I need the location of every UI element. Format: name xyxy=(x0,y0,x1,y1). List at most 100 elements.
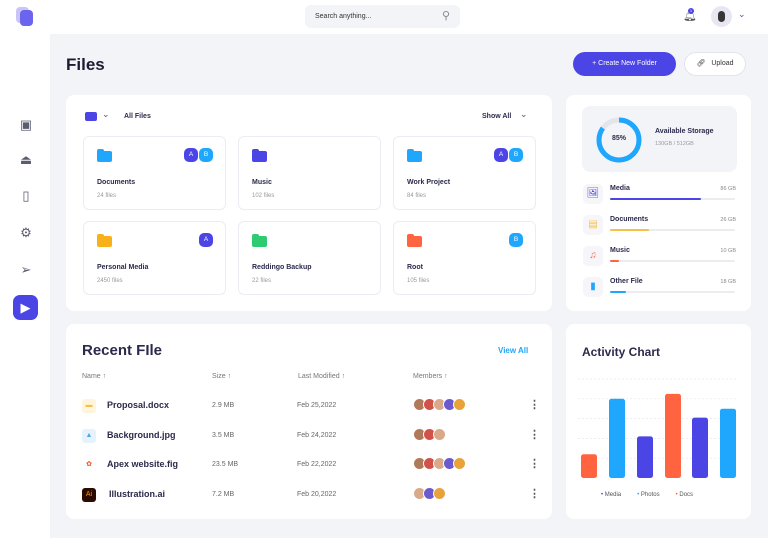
column-label: Members xyxy=(413,373,443,380)
avatar[interactable] xyxy=(711,6,732,27)
chart-bar xyxy=(637,436,653,478)
storage-bar xyxy=(610,229,735,231)
sidebar-item-send[interactable]: ➢ xyxy=(17,261,35,279)
recent-files-panel: Recent FIle View All Name ↑ Size ↑ Last Mo… xyxy=(66,324,552,519)
storage-label: Other File xyxy=(610,278,643,285)
storage-item[interactable]: ▤ Documents 26 GB xyxy=(583,215,736,237)
members-stack xyxy=(413,398,466,416)
chevron-down-icon[interactable]: ⌄ xyxy=(738,9,746,19)
storage-item[interactable]: ▮ Other File 18 GB xyxy=(583,277,736,299)
sidebar-item-files[interactable]: ▶ xyxy=(13,295,38,320)
sidebar-item-book[interactable]: ▯ xyxy=(17,187,35,205)
table-row[interactable]: ▲ Background.jpg 3.5 MB Feb 24,2022 ⋮ xyxy=(82,427,542,445)
storage-item[interactable]: 🖼︎ Media 86 GB xyxy=(583,184,736,206)
app-logo[interactable] xyxy=(16,7,34,27)
folder-icon: ▶ xyxy=(20,300,31,315)
column-header[interactable]: Last Modified ↑ xyxy=(298,373,345,380)
column-label: Name xyxy=(82,373,101,380)
storage-bar xyxy=(610,260,735,262)
column-header[interactable]: Size ↑ xyxy=(212,373,231,380)
upload-button[interactable]: 🔗︎ Upload xyxy=(684,52,746,76)
sidebar-item-settings[interactable]: ⚙ xyxy=(17,224,35,242)
filter-label[interactable]: All Files xyxy=(124,113,151,120)
storage-bar xyxy=(610,291,735,293)
members-stack xyxy=(413,457,466,475)
illustrator-icon: Ai xyxy=(82,487,96,502)
folder-card[interactable]: B Root 105 files xyxy=(393,221,536,295)
book-icon: ▯ xyxy=(22,188,30,203)
more-options-icon[interactable]: ⋮ xyxy=(529,487,540,500)
more-options-icon[interactable]: ⋮ xyxy=(529,399,540,411)
member-badge: B xyxy=(199,148,213,162)
sidebar-item-lamp[interactable]: ⏏ xyxy=(17,151,35,169)
folder-count: 24 files xyxy=(97,193,117,199)
chevron-down-icon[interactable]: ⌄ xyxy=(520,109,528,119)
folder-card[interactable]: A B Work Project 84 files xyxy=(393,136,536,210)
chart-bar xyxy=(581,454,597,478)
folder-icon xyxy=(97,234,112,247)
folder-card[interactable]: A B Documents 24 files xyxy=(83,136,226,210)
folder-name: Music xyxy=(252,179,272,186)
storage-percent: 85% xyxy=(611,135,626,142)
folder-count: 22 files xyxy=(252,278,272,284)
folder-card[interactable]: Reddingo Backup 22 files xyxy=(238,221,381,295)
doc-icon: ▬ xyxy=(82,399,96,413)
storage-item[interactable]: ♫ Music 10 GB xyxy=(583,246,736,268)
chevron-down-icon[interactable]: ⌄ xyxy=(102,109,110,119)
sidebar-item-dashboard[interactable]: ▣ xyxy=(17,116,35,134)
members-stack xyxy=(413,486,446,505)
member-avatar xyxy=(453,398,466,411)
view-all-link[interactable]: View All xyxy=(498,346,529,355)
file-name[interactable]: Apex website.fig xyxy=(107,459,179,469)
folder-icon xyxy=(97,149,112,162)
page-title: Files xyxy=(66,55,105,74)
grid-icon: ▣ xyxy=(19,117,33,132)
search-input[interactable]: Search anything... ⚲ xyxy=(305,5,460,28)
search-icon[interactable]: ⚲ xyxy=(441,10,450,22)
storage-value: 26 GB xyxy=(720,217,736,223)
more-options-icon[interactable]: ⋮ xyxy=(529,428,540,441)
file-date: Feb 24,2022 xyxy=(297,431,337,439)
storage-bar xyxy=(610,198,735,200)
chart-bar xyxy=(720,408,736,478)
more-options-icon[interactable]: ⋮ xyxy=(529,458,540,470)
file-name[interactable]: Illustration.ai xyxy=(109,488,166,499)
column-header[interactable]: Members ↑ xyxy=(413,373,448,380)
storage-bar-fill xyxy=(610,198,702,200)
table-row[interactable]: ▬ Proposal.docx 2.9 MB Feb 25,2022 ⋮ xyxy=(82,398,542,416)
sort-arrow-icon: ↑ xyxy=(341,373,346,380)
folder-name: Documents xyxy=(97,179,136,186)
file-date: Feb 25,2022 xyxy=(297,402,337,409)
file-icon: ▮ xyxy=(583,277,603,297)
lamp-icon: ⏏ xyxy=(19,152,33,167)
table-row[interactable]: Ai Illustration.ai 7.2 MB Feb 20,2022 ⋮ xyxy=(82,486,542,505)
folder-count: 2450 files xyxy=(97,278,123,284)
folder-card[interactable]: A Personal Media 2450 files xyxy=(83,221,226,295)
file-name[interactable]: Background.jpg xyxy=(107,429,176,440)
chart-legend: • Media • Photos • Docs xyxy=(601,492,693,498)
member-avatar xyxy=(433,427,446,441)
activity-chart-panel: Activity Chart • Media • Photos • Docs xyxy=(566,324,751,519)
show-all-dropdown[interactable]: Show All xyxy=(482,113,512,120)
storage-value: 18 GB xyxy=(720,279,736,285)
file-name[interactable]: Proposal.docx xyxy=(107,400,170,410)
column-header[interactable]: Name ↑ xyxy=(82,373,106,380)
bell-icon[interactable]: 🔔︎ 1 xyxy=(683,8,697,22)
file-size: 23.5 MB xyxy=(212,461,239,468)
create-folder-button[interactable]: + Create New Folder xyxy=(573,52,676,76)
member-badge: A xyxy=(184,148,198,162)
table-row[interactable]: ✿ Apex website.fig 23.5 MB Feb 22,2022 ⋮ xyxy=(82,457,542,475)
chart-title: Activity Chart xyxy=(582,345,661,359)
folder-card[interactable]: Music 102 files xyxy=(238,136,381,210)
file-size: 3.5 MB xyxy=(212,431,235,439)
folder-count: 102 files xyxy=(252,193,275,199)
storage-bar-fill xyxy=(610,229,649,231)
folder-icon xyxy=(252,234,267,247)
legend-item: • Media xyxy=(601,492,621,498)
legend-label: Photos xyxy=(640,492,660,498)
file-date: Feb 20,2022 xyxy=(297,490,337,498)
music-icon: ♫ xyxy=(583,246,603,266)
folders-panel: ⌄ All Files Show All ⌄ A B Documents 24 fil… xyxy=(66,95,552,311)
document-icon: ▤ xyxy=(583,215,603,235)
file-size: 2.9 MB xyxy=(212,402,235,409)
